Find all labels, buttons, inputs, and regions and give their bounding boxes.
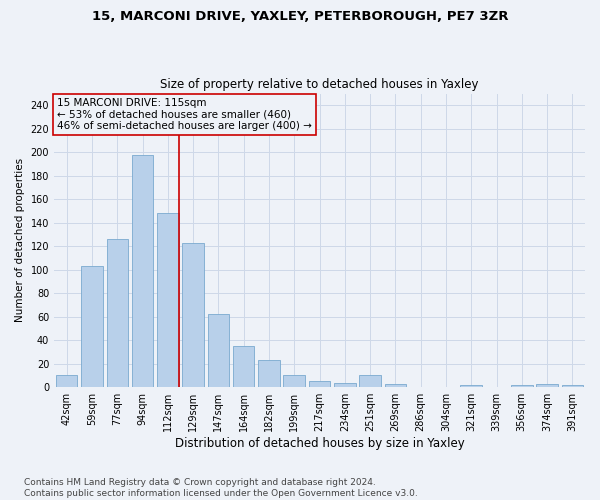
- Bar: [182, 242, 204, 387]
- Bar: [562, 385, 583, 387]
- Bar: [334, 382, 356, 387]
- Bar: [107, 239, 128, 387]
- Text: 15, MARCONI DRIVE, YAXLEY, PETERBOROUGH, PE7 3ZR: 15, MARCONI DRIVE, YAXLEY, PETERBOROUGH,…: [92, 10, 508, 23]
- Bar: [309, 382, 330, 387]
- Bar: [460, 385, 482, 387]
- Text: 15 MARCONI DRIVE: 115sqm
← 53% of detached houses are smaller (460)
46% of semi-: 15 MARCONI DRIVE: 115sqm ← 53% of detach…: [56, 98, 311, 131]
- Bar: [56, 376, 77, 387]
- Bar: [81, 266, 103, 387]
- Title: Size of property relative to detached houses in Yaxley: Size of property relative to detached ho…: [160, 78, 479, 91]
- Bar: [536, 384, 558, 387]
- Bar: [385, 384, 406, 387]
- Text: Contains HM Land Registry data © Crown copyright and database right 2024.
Contai: Contains HM Land Registry data © Crown c…: [24, 478, 418, 498]
- Bar: [157, 214, 179, 387]
- Y-axis label: Number of detached properties: Number of detached properties: [15, 158, 25, 322]
- Bar: [283, 376, 305, 387]
- X-axis label: Distribution of detached houses by size in Yaxley: Distribution of detached houses by size …: [175, 437, 464, 450]
- Bar: [132, 154, 153, 387]
- Bar: [359, 376, 381, 387]
- Bar: [511, 385, 533, 387]
- Bar: [258, 360, 280, 387]
- Bar: [208, 314, 229, 387]
- Bar: [233, 346, 254, 387]
